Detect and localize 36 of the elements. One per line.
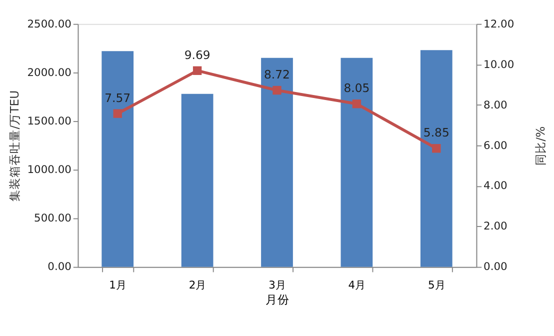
y2-tick-label: 4.00 xyxy=(484,179,508,192)
y-tick-label: 500.00 xyxy=(34,212,72,225)
x-tick-label: 4月 xyxy=(348,278,366,292)
data-label: 7.57 xyxy=(104,90,131,105)
point xyxy=(432,144,441,153)
y-tick-label: 2500.00 xyxy=(27,17,72,30)
point xyxy=(352,99,362,108)
y2-axis-title: 同比/% xyxy=(533,126,548,166)
x-tick-label: 3月 xyxy=(268,278,286,292)
x-tick-label: 2月 xyxy=(188,278,207,292)
point xyxy=(113,109,122,118)
x-axis-title: 月份 xyxy=(265,292,290,306)
point xyxy=(272,86,282,95)
y2-tick-label: 8.00 xyxy=(484,98,508,112)
bar xyxy=(340,58,373,267)
point xyxy=(192,66,202,75)
data-label: 8.72 xyxy=(264,68,290,82)
y-tick-label: 0.00 xyxy=(48,260,72,274)
y-tick-label: 1000.00 xyxy=(27,163,72,176)
y2-tick-label: 10.00 xyxy=(484,58,514,71)
y-tick-label: 2000.00 xyxy=(27,66,72,79)
x-tick-label: 5月 xyxy=(428,278,446,292)
y2-tick-label: 6.00 xyxy=(484,138,508,152)
bar xyxy=(261,58,293,267)
x-tick-label: 1月 xyxy=(109,278,127,292)
bar xyxy=(181,94,214,267)
bar xyxy=(420,50,452,267)
bar xyxy=(102,51,134,267)
y2-tick-label: 0.00 xyxy=(484,260,508,274)
data-label: 8.05 xyxy=(344,81,370,96)
y-tick-label: 1500.00 xyxy=(27,114,72,128)
data-label: 9.69 xyxy=(184,48,210,62)
y2-tick-label: 2.00 xyxy=(484,220,508,233)
y-axis-title: 集装箱吞吐量/万TEU xyxy=(7,90,22,202)
y2-tick-label: 12.00 xyxy=(484,17,514,30)
data-label: 5.85 xyxy=(423,126,450,140)
